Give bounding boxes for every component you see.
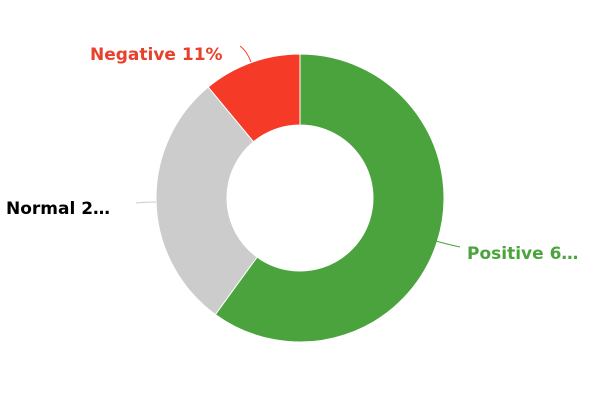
slice-labels-group: Positive 6… Normal 2… Negative 11%: [6, 45, 578, 264]
leader-lines-group: [135, 45, 461, 248]
slice-normal[interactable]: [155, 86, 258, 316]
slice-label-positive: Positive 6…: [467, 244, 578, 264]
slice-label-normal: Normal 2…: [6, 199, 110, 219]
slices-group: [155, 53, 445, 343]
slice-positive[interactable]: [214, 53, 445, 343]
leader-line-negative: [239, 45, 252, 63]
slice-negative[interactable]: [207, 53, 301, 143]
slice-label-negative: Negative 11%: [90, 45, 223, 65]
leader-line-positive: [435, 240, 461, 248]
leader-line-normal: [135, 201, 157, 204]
